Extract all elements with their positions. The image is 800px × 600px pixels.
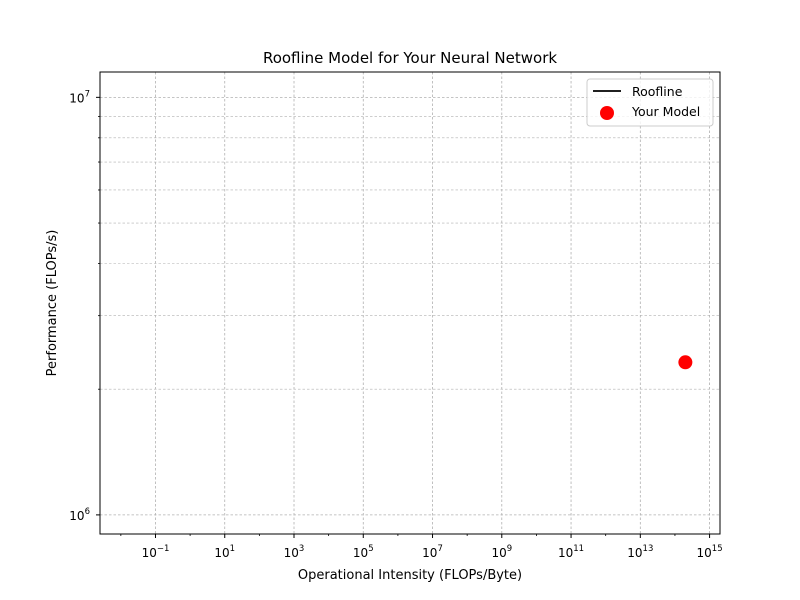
your-model-point xyxy=(678,355,693,370)
x-tick-label: 109 xyxy=(491,544,512,560)
legend-your-model-marker xyxy=(600,106,614,120)
y-axis-ticks: 106 107 xyxy=(69,89,100,523)
x-tick-label: 1011 xyxy=(558,544,584,560)
y-tick-label: 107 xyxy=(69,89,90,105)
x-tick-label: 103 xyxy=(284,544,305,560)
x-tick-label: 101 xyxy=(214,544,235,560)
legend: Roofline Your Model xyxy=(586,78,714,127)
x-tick-label: 1015 xyxy=(697,544,723,560)
x-tick-label: 1013 xyxy=(627,544,653,560)
grid xyxy=(100,72,720,534)
y-axis-label: Performance (FLOPs/s) xyxy=(45,230,60,377)
legend-roofline-label: Roofline xyxy=(632,84,683,99)
x-tick-label: 10−1 xyxy=(142,544,170,560)
your-model-series xyxy=(678,355,693,370)
x-tick-label: 107 xyxy=(422,544,443,560)
chart-title: Roofline Model for Your Neural Network xyxy=(263,49,557,67)
x-axis-label: Operational Intensity (FLOPs/Byte) xyxy=(298,568,522,583)
plot-area-frame xyxy=(99,71,721,535)
y-tick-label: 106 xyxy=(69,507,90,523)
x-axis-ticks: 10−1 101 103 105 107 109 1011 1013 1015 xyxy=(120,534,723,560)
x-tick-label: 105 xyxy=(353,544,374,560)
legend-your-model-label: Your Model xyxy=(631,104,700,119)
